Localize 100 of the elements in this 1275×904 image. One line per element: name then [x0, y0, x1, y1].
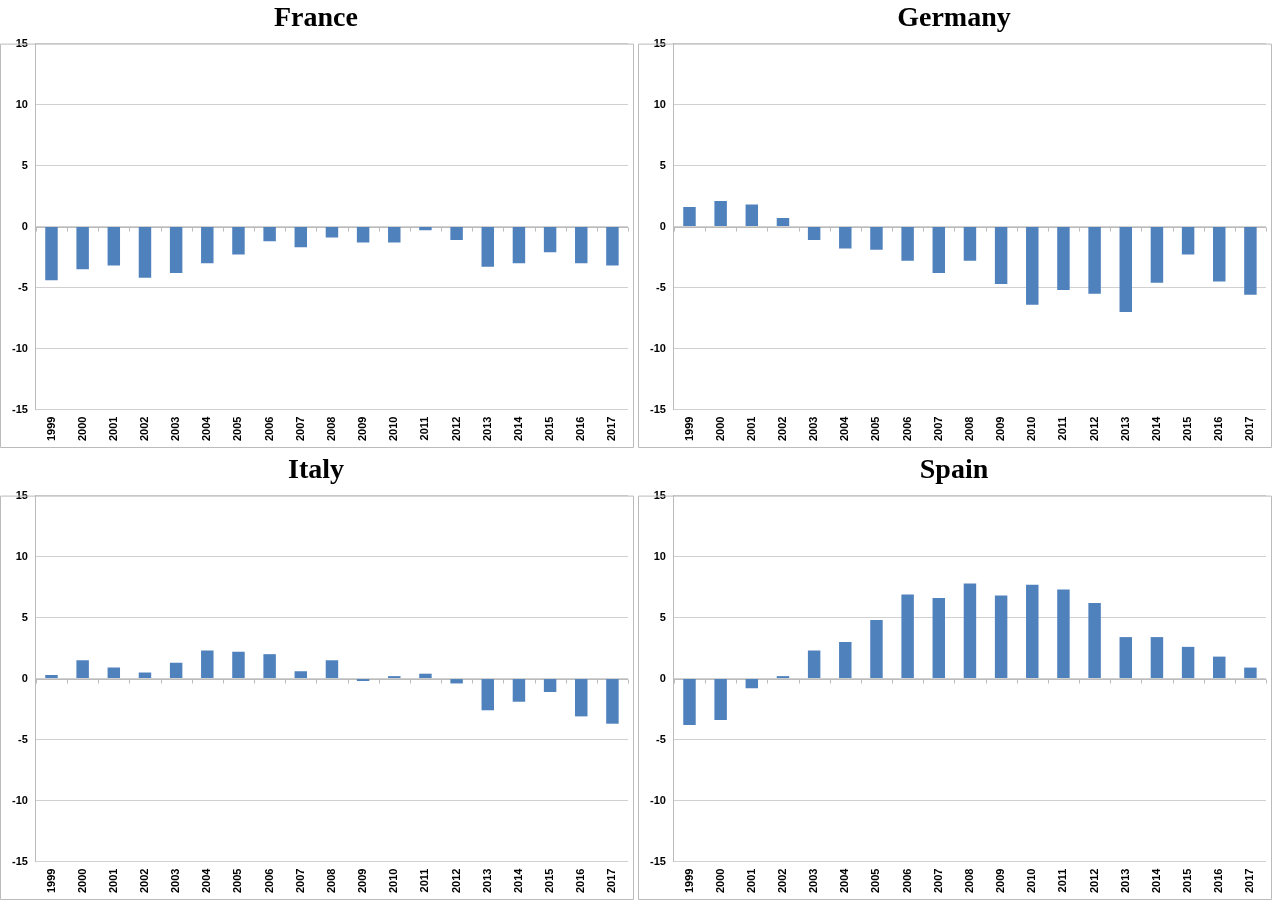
x-tick-label: 2010 — [1025, 868, 1038, 894]
x-tick-label: 2017 — [1243, 868, 1256, 894]
y-tick-label: -5 — [656, 732, 666, 745]
bar — [1244, 667, 1257, 679]
x-tick-label: 2009 — [994, 868, 1007, 894]
x-tick-label: 2014 — [511, 415, 524, 442]
bar — [776, 218, 790, 227]
x-tick-label: 2006 — [900, 868, 913, 894]
y-tick-label: 0 — [659, 671, 666, 684]
bar — [870, 620, 883, 679]
x-tick-label: 2012 — [449, 416, 462, 442]
y-tick-label: 5 — [21, 158, 28, 171]
bar — [543, 679, 557, 692]
bar — [932, 227, 946, 273]
bar — [807, 650, 821, 679]
x-tick-label: 2016 — [574, 868, 587, 894]
bar — [901, 594, 914, 679]
y-tick-label: -10 — [649, 793, 666, 806]
x-tick-label: 2011 — [418, 416, 431, 441]
bar — [994, 227, 1008, 284]
bar — [45, 674, 58, 679]
bar — [263, 654, 276, 679]
y-tick-label: -15 — [11, 854, 28, 867]
x-tick-label: 2010 — [387, 416, 400, 442]
bar — [1026, 227, 1039, 305]
y-tick-label: -15 — [649, 402, 666, 415]
x-tick-label: 2004 — [838, 867, 851, 894]
y-tick-label: 10 — [653, 97, 666, 110]
x-tick-label: 1999 — [682, 868, 695, 894]
x-tick-label: 2012 — [449, 868, 462, 894]
bar — [1119, 227, 1132, 312]
bar — [1150, 227, 1164, 283]
bar — [1213, 227, 1226, 282]
bar — [963, 227, 977, 261]
bar — [683, 679, 696, 725]
x-tick-label: 2011 — [418, 868, 431, 893]
x-tick-label: 1999 — [44, 868, 57, 894]
chart-title: France — [274, 1, 358, 33]
y-tick-label: -5 — [18, 280, 28, 293]
x-tick-label: 2016 — [1212, 416, 1225, 442]
x-tick-label: 2006 — [900, 416, 913, 442]
bar — [1088, 602, 1101, 679]
y-tick-label: -5 — [18, 732, 28, 745]
bar — [714, 200, 727, 227]
x-tick-label: 2014 — [1149, 415, 1162, 442]
x-tick-label: 2007 — [293, 416, 306, 442]
bar — [683, 207, 696, 227]
bar — [714, 679, 727, 721]
bar — [839, 641, 852, 679]
bar — [325, 660, 339, 679]
y-tick-label: -15 — [649, 854, 666, 867]
x-tick-label: 2002 — [776, 868, 788, 894]
x-tick-label: 2003 — [169, 868, 182, 894]
x-tick-label: 2015 — [543, 868, 556, 894]
bar — [138, 672, 152, 679]
y-tick-label: 0 — [659, 219, 666, 232]
x-tick-label: 2013 — [480, 868, 493, 894]
x-tick-label: 2015 — [543, 416, 556, 442]
bar — [294, 671, 308, 679]
x-tick-label: 2009 — [356, 416, 369, 442]
chart-title: Germany — [897, 1, 1011, 33]
x-tick-label: 2009 — [356, 868, 369, 894]
x-tick-label: 2014 — [1149, 867, 1162, 894]
y-tick-label: 15 — [15, 36, 28, 49]
x-tick-label: 2000 — [713, 416, 726, 442]
bar — [201, 650, 214, 679]
y-tick-label: -15 — [11, 402, 28, 415]
x-tick-label: 2007 — [293, 868, 306, 894]
bar — [1057, 227, 1070, 290]
x-tick-label: 2000 — [713, 868, 726, 894]
x-tick-label: 2017 — [1243, 416, 1256, 442]
bar — [450, 679, 463, 684]
x-tick-label: 2015 — [1181, 416, 1194, 442]
x-tick-label: 2005 — [869, 416, 882, 442]
x-tick-label: 2011 — [1056, 416, 1069, 441]
x-tick-label: 2003 — [169, 416, 182, 442]
bar — [1088, 227, 1101, 294]
bar — [870, 227, 883, 250]
x-tick-label: 2014 — [511, 867, 524, 894]
x-tick-label: 2005 — [231, 416, 244, 442]
x-tick-label: 2006 — [262, 416, 275, 442]
x-tick-label: 2001 — [106, 868, 119, 894]
x-tick-label: 2005 — [231, 868, 244, 894]
x-tick-label: 2007 — [931, 416, 944, 442]
y-tick-label: 10 — [653, 549, 666, 562]
x-tick-label: 2003 — [807, 868, 820, 894]
x-tick-label: 2008 — [324, 416, 337, 442]
x-tick-label: 2007 — [931, 868, 944, 894]
x-tick-label: 2002 — [138, 416, 150, 442]
bar — [963, 583, 977, 679]
bar — [232, 651, 245, 679]
x-tick-label: 2008 — [962, 868, 975, 894]
bar — [839, 227, 852, 249]
x-tick-label: 1999 — [682, 416, 695, 442]
bar — [994, 595, 1008, 679]
x-tick-label: 2001 — [106, 416, 119, 442]
x-tick-label: 2013 — [480, 416, 493, 442]
x-tick-label: 1999 — [44, 416, 57, 442]
bar — [932, 598, 946, 679]
y-tick-label: 0 — [21, 219, 28, 232]
